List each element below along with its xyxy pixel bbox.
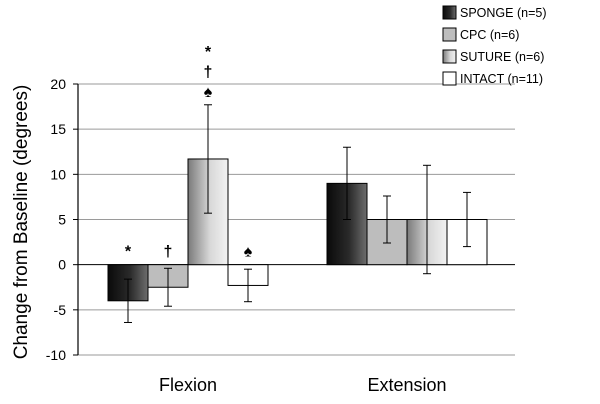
y-tick-label: 0 (58, 257, 66, 273)
legend-label: CPC (n=6) (460, 28, 519, 42)
legend-label: SPONGE (n=5) (460, 6, 547, 20)
legend-label: SUTURE (n=6) (460, 50, 544, 64)
significance-marker: * (125, 244, 132, 261)
significance-marker: ♠ (244, 244, 253, 261)
x-category-label: Flexion (159, 375, 217, 395)
significance-marker: † (204, 64, 213, 81)
bars (107, 158, 488, 302)
legend-label: INTACT (n=11) (460, 72, 543, 86)
legend-swatch (442, 27, 457, 42)
x-category-label: Extension (367, 375, 446, 395)
significance-marker: * (205, 44, 212, 61)
y-tick-label: -5 (54, 302, 67, 318)
y-tick-label: 15 (50, 121, 66, 137)
y-tick-label: 10 (50, 166, 66, 182)
error-bars (124, 104, 471, 323)
legend-swatch (442, 49, 457, 64)
y-axis-label: Change from Baseline (degrees) (11, 85, 32, 360)
significance-marker: † (164, 244, 173, 261)
y-tick-label: 20 (50, 76, 66, 92)
legend: SPONGE (n=5) CPC (n=6) SUTURE (n=6) INTACT … (442, 5, 547, 86)
legend-swatch (442, 5, 457, 20)
legend-swatch (442, 71, 457, 86)
gridlines (78, 83, 515, 356)
y-tick-label: -10 (46, 347, 66, 363)
significance-marker: ♠ (204, 84, 213, 101)
axis-labels: Change from Baseline (degrees) -10 -5 0 5 10… (11, 76, 447, 395)
annotations: * † ♠ † * ♠ (125, 44, 253, 261)
y-tick-label: 5 (58, 212, 66, 228)
